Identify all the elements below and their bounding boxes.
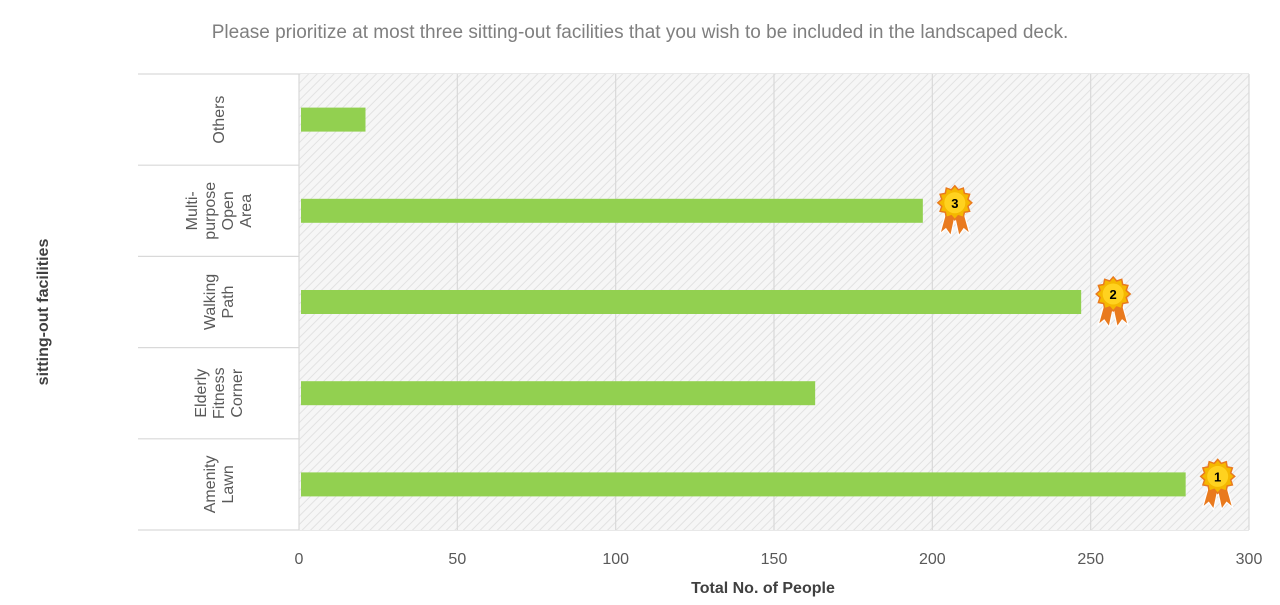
x-tick-label: 200 xyxy=(919,551,946,568)
rank-medal: 1 xyxy=(1199,458,1236,511)
bars xyxy=(301,107,1186,497)
category-label-line: Multi- xyxy=(184,191,201,230)
category-label-line: purpose xyxy=(202,182,219,240)
category-label-line: Corner xyxy=(229,368,246,418)
bar xyxy=(301,290,1082,314)
medal-rank-number: 1 xyxy=(1214,469,1221,484)
x-tick-label: 100 xyxy=(602,551,629,568)
category-label: Others xyxy=(211,96,228,144)
x-tick-labels: 0 50 100 150 200 250 300 xyxy=(295,551,1263,568)
rank-medal: 3 xyxy=(936,184,973,238)
medal-center xyxy=(1102,283,1124,305)
bar xyxy=(301,381,816,406)
category-labels: Amenity Lawn Elderly Fitness Corner Walking Pa… xyxy=(184,96,255,514)
medal-center xyxy=(944,192,966,214)
category-label: Amenity Lawn xyxy=(202,456,237,514)
x-tick-label: 50 xyxy=(448,551,466,568)
category-label-line: Path xyxy=(220,286,237,319)
medal-center xyxy=(1207,465,1229,487)
x-tick-label: 150 xyxy=(761,551,788,568)
category-label-line: Walking xyxy=(202,274,219,330)
y-axis-title: sitting-out facilities xyxy=(35,239,52,386)
category-label-line: Open xyxy=(220,191,237,230)
x-tick-label: 250 xyxy=(1077,551,1104,568)
category-label: Multi-purpose Open Area xyxy=(184,182,255,240)
chart-title: Please prioritize at most three sitting-… xyxy=(212,22,1069,43)
bar xyxy=(301,198,923,223)
category-label: Elderly Fitness Corner xyxy=(193,367,246,419)
bar xyxy=(301,107,366,132)
x-tick-label: 300 xyxy=(1236,551,1263,568)
x-axis-title: Total No. of People xyxy=(691,580,835,597)
medal-rank-number: 3 xyxy=(951,196,958,211)
category-label-line: Area xyxy=(238,194,255,228)
bar xyxy=(301,472,1186,497)
category-label-line: Fitness xyxy=(211,367,228,419)
medals: 1 2 3 xyxy=(936,184,1236,511)
rank-medal: 2 xyxy=(1095,275,1132,329)
category-label-line: Elderly xyxy=(193,369,210,418)
category-label-line: Amenity xyxy=(202,456,219,514)
category-label-line: Lawn xyxy=(220,465,237,503)
x-tick-label: 0 xyxy=(295,551,304,568)
category-label-line: Others xyxy=(211,96,228,144)
category-label: Walking Path xyxy=(202,274,237,330)
medal-rank-number: 2 xyxy=(1110,287,1117,302)
